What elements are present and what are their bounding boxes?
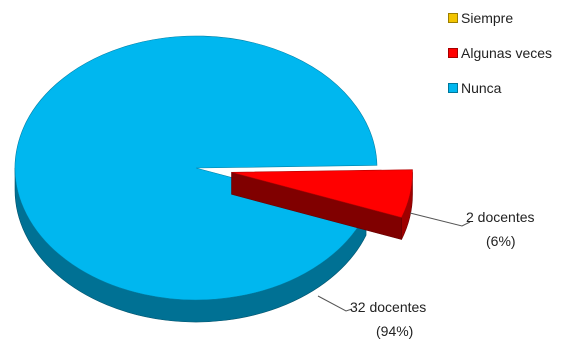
data-label-algunas-veces-percent: (6%): [486, 233, 516, 249]
legend-label-siempre: Siempre: [461, 9, 514, 26]
data-label-nunca-percent: (94%): [376, 323, 413, 339]
data-label-nunca-count: 32 docentes: [350, 299, 426, 315]
pie-slice-top-nunca: [14, 35, 378, 301]
legend-label-nunca: Nunca: [461, 79, 502, 96]
legend-swatch-nunca: [448, 82, 458, 93]
legend-item-nunca: Nunca: [448, 78, 552, 97]
leader-line-nunca: [317, 295, 353, 312]
legend: Siempre Algunas veces Nunca: [448, 8, 552, 113]
legend-swatch-siempre: [448, 12, 458, 23]
pie-slice-algunas-veces: [231, 169, 413, 240]
legend-swatch-algunas-veces: [448, 47, 458, 58]
label-layer: 2 docentes (6%) 32 docentes (94%): [317, 209, 535, 339]
legend-item-algunas-veces: Algunas veces: [448, 43, 552, 62]
pie-slice-top-algunas-veces: [231, 169, 413, 218]
data-label-algunas-veces-count: 2 docentes: [466, 209, 535, 225]
pie-slice-nunca: [14, 35, 378, 323]
legend-item-siempre: Siempre: [448, 8, 552, 27]
legend-label-algunas-veces: Algunas veces: [461, 44, 553, 61]
leader-line-algunas-veces: [409, 212, 471, 227]
pie-layer: [14, 35, 413, 323]
